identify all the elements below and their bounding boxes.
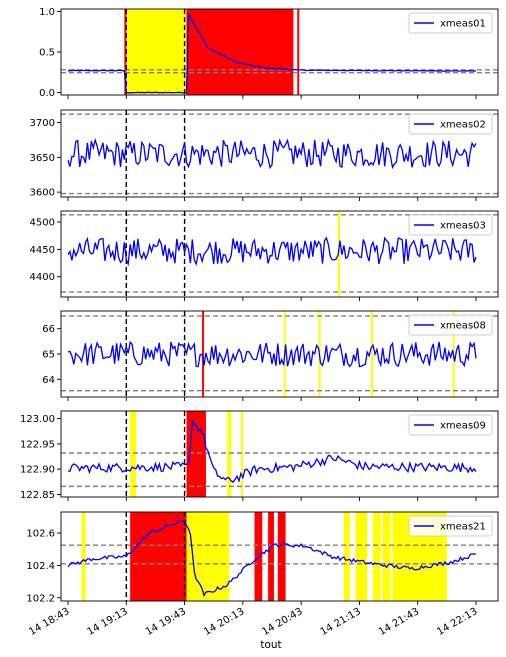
legend-label: xmeas03 xyxy=(440,221,486,232)
legend-label: xmeas02 xyxy=(440,120,486,131)
series-line-xmeas01 xyxy=(67,13,477,94)
panel-xmeas21: 102.2 102.4 102.6 xmeas21 xyxy=(26,511,499,605)
red-band xyxy=(124,9,127,95)
y-tick-label: 102.4 xyxy=(26,561,55,572)
y-tick-label: 4500 xyxy=(30,217,55,228)
y-tick-label: 122.85 xyxy=(20,490,55,501)
yellow-band xyxy=(343,512,350,601)
y-tick-label: 3600 xyxy=(30,188,55,199)
legend-box xyxy=(408,113,493,135)
panel-xmeas01: 0.0 0.5 1.0 xmeas01 xyxy=(39,7,499,99)
legend-xmeas01: xmeas01 xyxy=(408,12,493,34)
plot-area xyxy=(61,9,498,95)
red-band xyxy=(268,512,274,601)
yellow-band xyxy=(130,411,136,497)
plot-area xyxy=(61,512,498,601)
series-line-xmeas09 xyxy=(67,418,477,483)
yellow-band xyxy=(382,512,391,601)
y-tick-label: 4400 xyxy=(30,272,55,283)
x-tick-label: 14 19:13 xyxy=(86,606,130,638)
legend-label: xmeas08 xyxy=(440,321,486,332)
yellow-band xyxy=(338,211,341,297)
x-tick-label: 14 21:13 xyxy=(319,606,363,638)
legend-box xyxy=(408,12,493,34)
yellow-band xyxy=(373,512,381,601)
red-band xyxy=(297,9,300,95)
legend-xmeas08: xmeas08 xyxy=(408,314,493,336)
panel-xmeas03: 4400 4450 4500 xmeas03 xyxy=(30,210,499,301)
y-tick-label: 64 xyxy=(42,375,55,386)
panel-xmeas08: 64 65 66 xmeas08 xyxy=(42,310,499,401)
legend-xmeas02: xmeas02 xyxy=(408,113,493,135)
legend-xmeas09: xmeas09 xyxy=(408,414,493,436)
yellow-band xyxy=(227,411,232,497)
series-line-xmeas21 xyxy=(67,519,476,598)
y-tick-label: 4450 xyxy=(30,245,55,256)
red-band xyxy=(186,9,294,95)
series-line-xmeas08 xyxy=(67,340,477,368)
y-tick-label: 66 xyxy=(42,324,55,335)
legend-xmeas03: xmeas03 xyxy=(408,214,493,236)
legend-xmeas21: xmeas21 xyxy=(408,515,493,537)
panel-xmeas02: 3600 3650 3700 xmeas02 xyxy=(30,109,499,201)
y-tick-label: 102.2 xyxy=(26,593,55,604)
red-band xyxy=(130,512,187,601)
y-tick-label: 3700 xyxy=(30,118,55,129)
x-tick-label: 14 19:43 xyxy=(144,606,188,638)
yellow-band xyxy=(371,311,374,397)
y-tick-label: 122.90 xyxy=(20,465,55,476)
y-tick-label: 0.5 xyxy=(39,48,55,59)
legend-box xyxy=(408,314,493,336)
y-tick-label: 102.6 xyxy=(26,529,55,540)
yellow-band xyxy=(240,411,243,497)
panel-xmeas09: 122.85 122.90 122.95 123.00 xmeas09 xyxy=(20,410,499,501)
legend-label: xmeas01 xyxy=(440,19,486,30)
plot-area xyxy=(61,411,498,497)
x-tick-label: 14 21:43 xyxy=(377,606,421,638)
yellow-band xyxy=(81,512,86,601)
x-tick-label: 14 20:43 xyxy=(260,606,304,638)
y-tick-label: 123.00 xyxy=(20,414,55,425)
x-tick-label: 14 22:13 xyxy=(435,606,479,638)
legend-label: xmeas09 xyxy=(440,421,486,432)
legend-box xyxy=(408,214,493,236)
x-axis-label: tout xyxy=(260,639,281,651)
axes-frame xyxy=(60,210,499,298)
series-line-xmeas03 xyxy=(67,236,477,267)
legend-label: xmeas21 xyxy=(440,522,486,533)
x-tick-label: 14 18:43 xyxy=(27,606,71,638)
x-tick-label: 14 20:13 xyxy=(202,606,246,638)
yellow-band xyxy=(355,512,368,601)
red-band xyxy=(277,512,286,601)
axes-frame xyxy=(60,511,499,602)
axes-frame xyxy=(60,109,499,198)
y-tick-label: 1.0 xyxy=(39,7,55,18)
legend-box xyxy=(408,515,493,537)
y-tick-label: 65 xyxy=(42,350,55,361)
y-tick-label: 0.0 xyxy=(39,88,55,99)
series-line-xmeas02 xyxy=(67,137,477,170)
red-band xyxy=(202,311,205,397)
legend-box xyxy=(408,414,493,436)
yellow-band xyxy=(126,9,187,95)
y-tick-label: 3650 xyxy=(30,153,55,164)
y-tick-label: 122.95 xyxy=(20,439,55,450)
yellow-band xyxy=(186,512,230,601)
axes-frame xyxy=(60,410,499,498)
